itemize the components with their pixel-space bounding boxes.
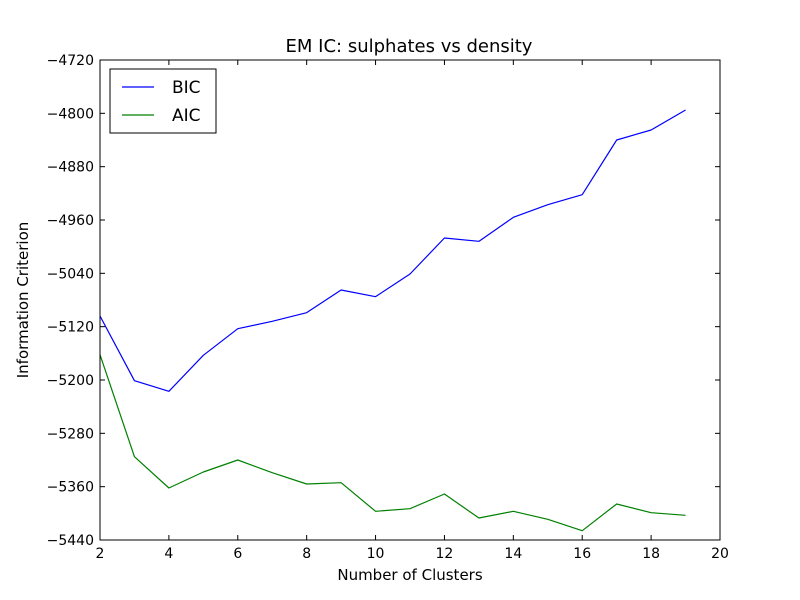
y-axis-title: Information Criterion xyxy=(14,222,32,379)
x-axis-title: Number of Clusters xyxy=(337,566,482,584)
x-tick-label: 8 xyxy=(302,546,311,562)
legend: BIC AIC xyxy=(109,68,217,134)
y-tick-label: −4880 xyxy=(47,160,94,176)
series-line-bic xyxy=(99,109,686,392)
y-tick-label: −5280 xyxy=(47,426,94,442)
series-line-aic xyxy=(99,354,686,532)
legend-label-bic: BIC xyxy=(172,78,201,98)
tick-labels: 2 4 6 8 10 12 14 16 18 20 −4720 −4800 −4880 −4960 −504… xyxy=(47,53,729,562)
x-tick-label: 2 xyxy=(96,546,105,562)
x-tick-label: 20 xyxy=(711,546,729,562)
plot-frame xyxy=(99,59,721,541)
x-tick-label: 14 xyxy=(504,546,522,562)
axis-ticks xyxy=(99,59,721,541)
x-tick-label: 18 xyxy=(642,546,660,562)
y-tick-label: −5120 xyxy=(47,320,94,336)
x-tick-label: 16 xyxy=(573,546,591,562)
x-tick-label: 6 xyxy=(233,546,242,562)
y-tick-label: −4960 xyxy=(47,213,94,229)
y-tick-label: −5040 xyxy=(47,266,94,282)
legend-label-aic: AIC xyxy=(172,106,201,126)
y-tick-label: −4800 xyxy=(47,106,94,122)
x-tick-label: 12 xyxy=(436,546,454,562)
y-tick-label: −4720 xyxy=(47,53,94,69)
chart-title: EM IC: sulphates vs density xyxy=(286,36,533,57)
x-tick-label: 4 xyxy=(164,546,173,562)
y-tick-label: −5360 xyxy=(47,480,94,496)
y-tick-label: −5440 xyxy=(47,533,94,549)
legend-box xyxy=(109,68,217,134)
y-tick-label: −5200 xyxy=(47,373,94,389)
plot-area xyxy=(99,109,686,532)
x-tick-label: 10 xyxy=(367,546,385,562)
